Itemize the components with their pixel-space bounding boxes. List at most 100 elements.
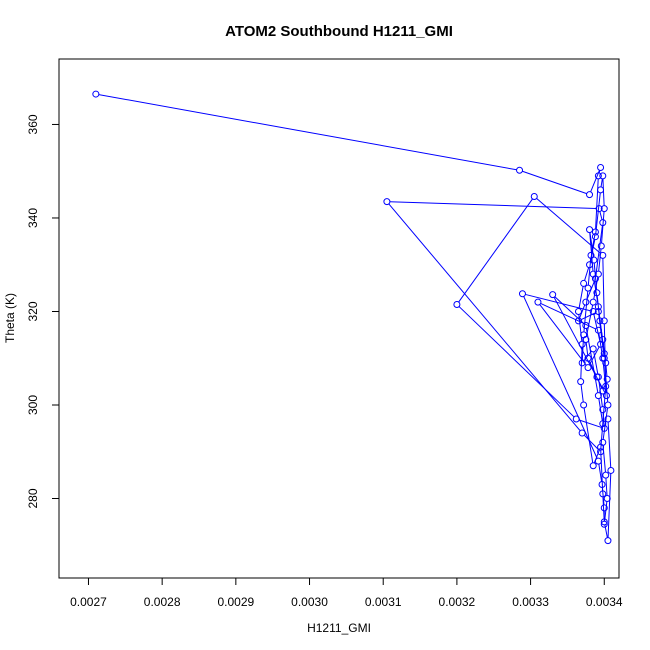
y-tick-label: 340 — [26, 208, 40, 228]
data-point — [593, 373, 601, 381]
x-axis-label: H1211_GMI — [307, 621, 371, 635]
data-point — [597, 163, 605, 171]
data-point — [594, 326, 602, 334]
x-tick-label: 0.0027 — [70, 595, 107, 609]
series-segment — [600, 450, 604, 491]
series-segment — [585, 328, 599, 393]
data-point — [578, 429, 586, 437]
x-axis: 0.0027 0.0028 0.0029 0.0030 0.0031 0.0032 0.00… — [70, 577, 623, 609]
series-segment — [585, 304, 594, 337]
data-point — [597, 242, 605, 250]
data-point — [530, 192, 538, 200]
data-point — [584, 354, 592, 362]
data-point — [574, 307, 582, 315]
data-point — [578, 340, 586, 348]
data-point — [600, 205, 608, 213]
series-segment — [602, 178, 605, 206]
x-tick-label: 0.0031 — [365, 595, 402, 609]
data-point — [572, 415, 580, 423]
x-tick-label: 0.0032 — [439, 595, 476, 609]
series-segment — [389, 201, 597, 210]
data-point — [600, 520, 608, 528]
data-point — [600, 518, 608, 526]
chart-title: ATOM2 Southbound H1211_GMI — [225, 23, 453, 40]
data-point — [580, 401, 588, 409]
data-point — [599, 172, 607, 180]
data-point — [589, 345, 597, 353]
series-segment — [589, 346, 600, 366]
data-point — [600, 424, 608, 432]
series-segment — [598, 314, 605, 356]
data-point — [602, 471, 610, 479]
series-segment — [590, 170, 600, 193]
data-point — [594, 270, 602, 278]
x-tick-label: 0.0029 — [217, 595, 254, 609]
series-segment — [602, 258, 605, 318]
series-segment — [388, 203, 581, 432]
data-point — [599, 420, 607, 428]
y-tick-label: 320 — [26, 301, 40, 321]
y-axis: 280 300 320 340 360 — [26, 114, 60, 509]
data-point — [599, 336, 607, 344]
data-point — [516, 166, 524, 174]
data-point — [599, 406, 607, 414]
series-segment — [578, 419, 602, 428]
series-segment — [536, 198, 601, 254]
series-segment — [522, 170, 587, 195]
series-segment — [601, 211, 605, 244]
series-segment — [579, 304, 586, 319]
data-point — [600, 504, 608, 512]
x-tick-label: 0.0028 — [144, 595, 181, 609]
series-segment — [583, 434, 599, 450]
data-point — [594, 307, 602, 315]
data-point — [593, 289, 601, 297]
series-segment — [580, 384, 584, 403]
data-point — [549, 291, 557, 299]
data-point — [92, 90, 100, 98]
data-point — [589, 298, 597, 306]
data-point — [584, 364, 592, 372]
data-point — [603, 495, 611, 503]
series-segment — [604, 361, 609, 403]
series-segment — [539, 304, 587, 366]
series-segment — [599, 211, 603, 220]
series-segment — [607, 421, 612, 468]
data-point — [591, 233, 599, 241]
data-point — [602, 392, 610, 400]
series-segment — [458, 198, 533, 303]
data-point — [595, 205, 603, 213]
data-point — [594, 457, 602, 465]
data-point — [594, 172, 602, 180]
series-segment — [598, 463, 603, 482]
data-point — [582, 322, 590, 330]
data-point — [577, 378, 585, 386]
data-point — [580, 279, 588, 287]
data-point — [597, 443, 605, 451]
data-point — [518, 290, 526, 298]
data-point — [590, 256, 598, 264]
data-point — [582, 336, 590, 344]
data-point — [600, 317, 608, 325]
series-segment — [604, 501, 608, 522]
data-point — [597, 448, 605, 456]
data-point — [383, 198, 391, 206]
x-tick-label: 0.0034 — [586, 595, 623, 609]
data-point — [599, 219, 607, 227]
series-segment — [587, 258, 592, 286]
series-segment — [602, 496, 605, 519]
data-series — [92, 90, 615, 545]
data-point — [584, 284, 592, 292]
series-segment — [607, 473, 612, 538]
data-point — [600, 350, 608, 358]
series-segment — [584, 267, 590, 281]
data-point — [578, 359, 586, 367]
data-point — [599, 387, 607, 395]
data-point — [589, 462, 597, 470]
series-segment — [605, 365, 608, 377]
x-tick-label: 0.0033 — [512, 595, 549, 609]
series-segment — [600, 389, 606, 449]
data-point — [607, 466, 615, 474]
y-tick-label: 300 — [26, 395, 40, 415]
series-segment — [595, 178, 599, 230]
